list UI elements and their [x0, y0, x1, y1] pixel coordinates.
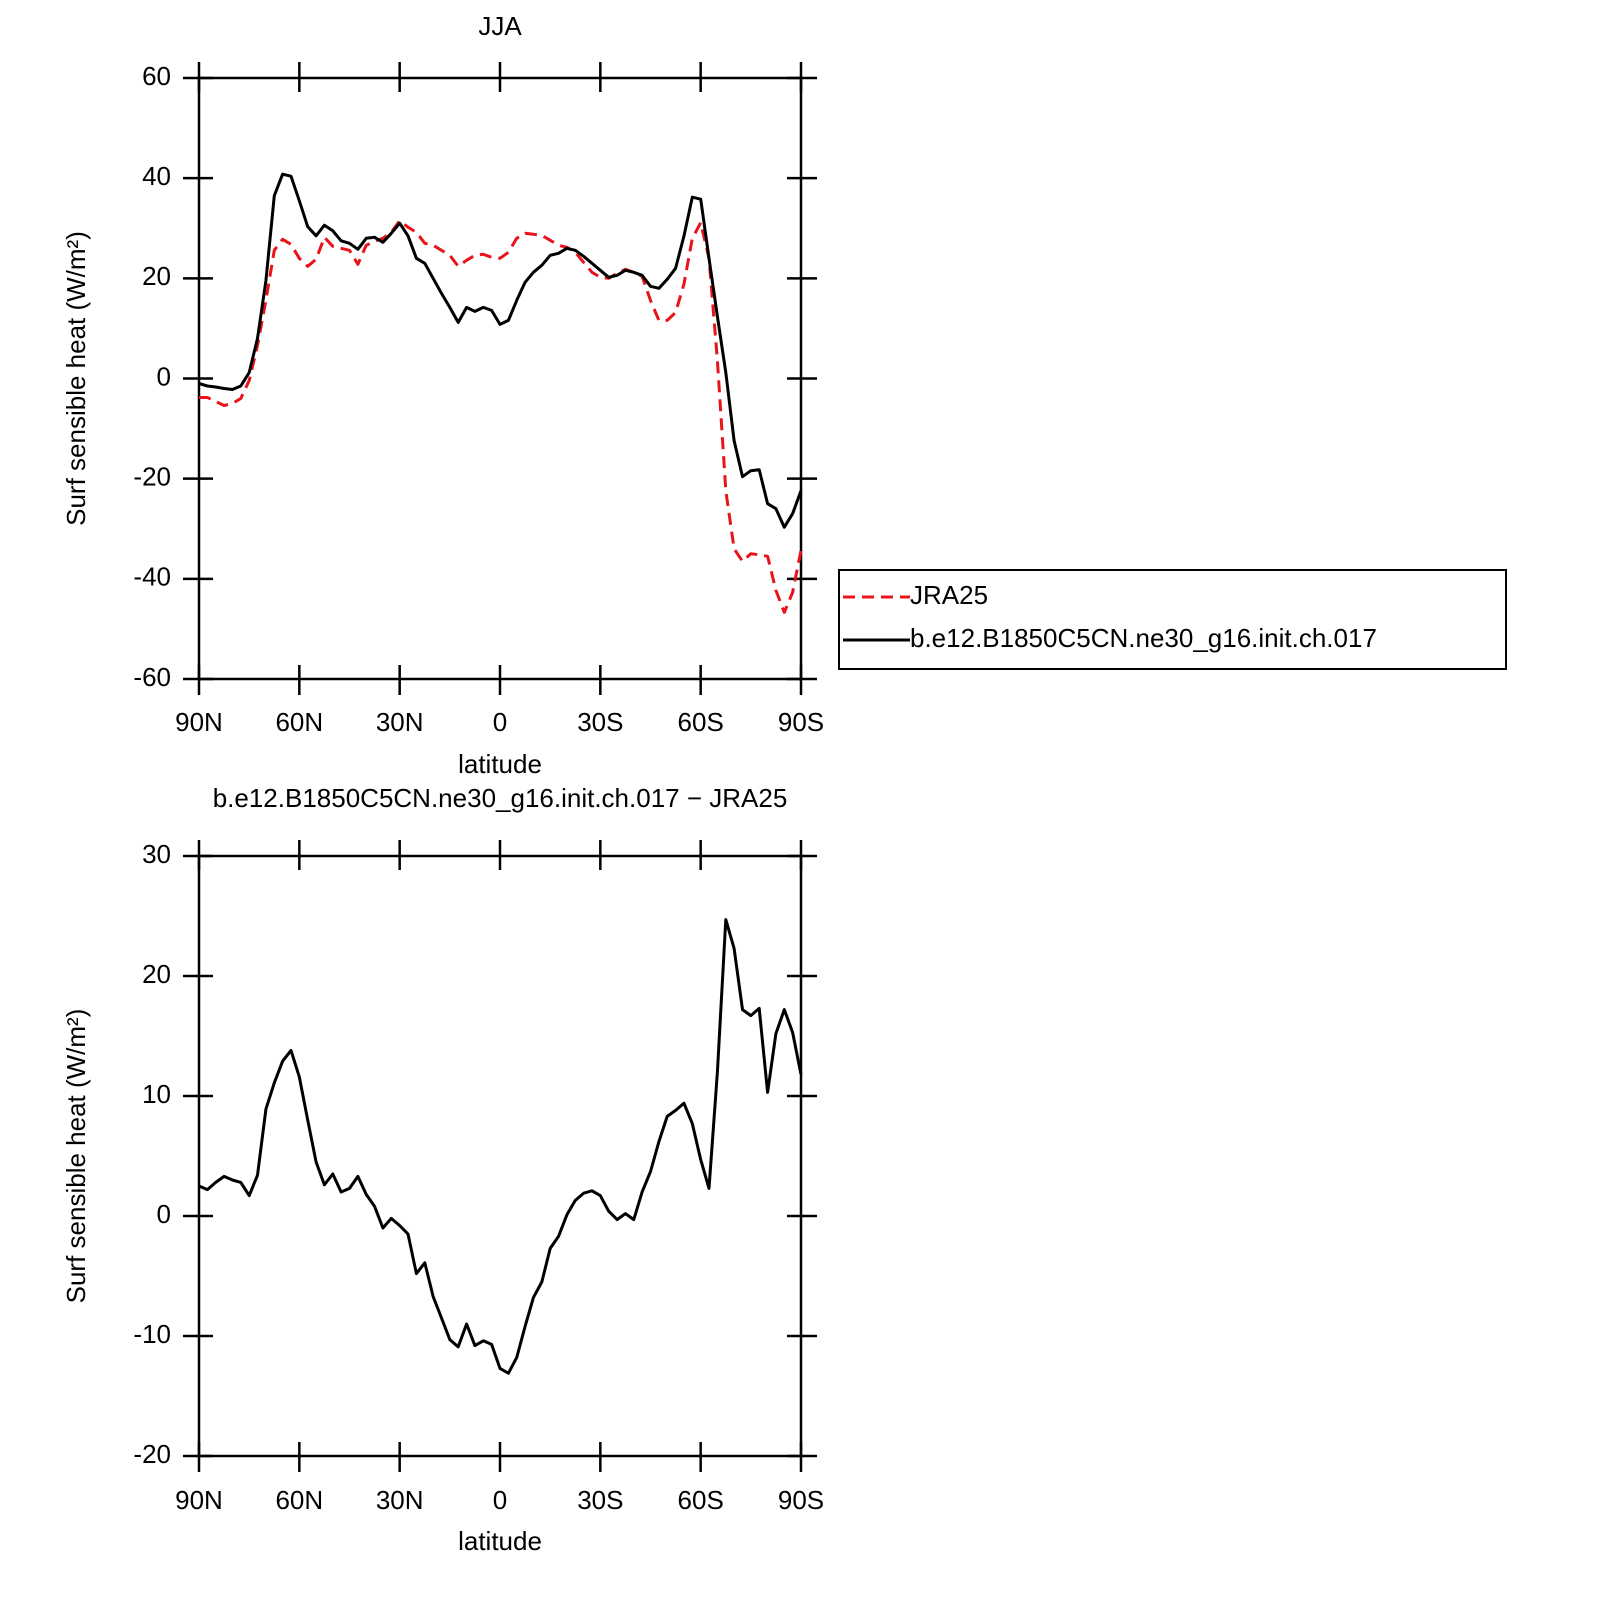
chart-title: b.e12.B1850C5CN.ne30_g16.init.ch.017 − J…: [213, 783, 788, 813]
y-tick-label: 20: [142, 959, 171, 989]
x-tick-label: 30S: [577, 707, 623, 737]
x-tick-label: 90S: [778, 1485, 824, 1515]
y-tick-label: 40: [142, 161, 171, 191]
y-tick-label: 0: [157, 1199, 171, 1229]
legend: JRA25 b.e12.B1850C5CN.ne30_g16.init.ch.01…: [838, 569, 1507, 670]
x-axis-label: latitude: [458, 749, 542, 779]
y-axis-label: Surf sensible heat (W/m²): [61, 231, 91, 526]
y-tick-label: -10: [133, 1319, 171, 1349]
x-tick-label: 60S: [678, 707, 724, 737]
data-line: [198, 918, 803, 1375]
x-axis-label: latitude: [458, 1526, 542, 1556]
x-tick-label: 90S: [778, 707, 824, 737]
chart-title: JJA: [478, 11, 522, 41]
y-tick-label: 20: [142, 261, 171, 291]
x-tick-label: 90N: [175, 1485, 223, 1515]
y-tick-label: 60: [142, 61, 171, 91]
x-tick-label: 30N: [376, 1485, 424, 1515]
legend-label: b.e12.B1850C5CN.ne30_g16.init.ch.017: [910, 623, 1377, 653]
plot-frame: [197, 76, 803, 681]
x-tick-label: 60N: [275, 1485, 323, 1515]
x-tick-label: 60S: [678, 1485, 724, 1515]
x-tick-label: 30S: [577, 1485, 623, 1515]
y-tick-label: 10: [142, 1079, 171, 1109]
x-tick-label: 60N: [275, 707, 323, 737]
x-tick-label: 90N: [175, 707, 223, 737]
y-tick-label: -20: [133, 1439, 171, 1469]
x-tick-label: 0: [493, 1485, 507, 1515]
y-axis-label: Surf sensible heat (W/m²): [61, 1009, 91, 1304]
y-tick-label: -40: [133, 562, 171, 592]
data-line: [198, 172, 803, 529]
plot-frame: [197, 854, 803, 1458]
x-tick-label: 30N: [376, 707, 424, 737]
y-tick-label: 0: [157, 361, 171, 391]
legend-box: [838, 569, 1507, 670]
x-tick-label: 0: [493, 707, 507, 737]
y-tick-label: -20: [133, 462, 171, 492]
y-tick-label: -60: [133, 662, 171, 692]
legend-label: JRA25: [910, 580, 988, 610]
y-tick-label: 30: [142, 839, 171, 869]
data-line: [199, 219, 803, 614]
